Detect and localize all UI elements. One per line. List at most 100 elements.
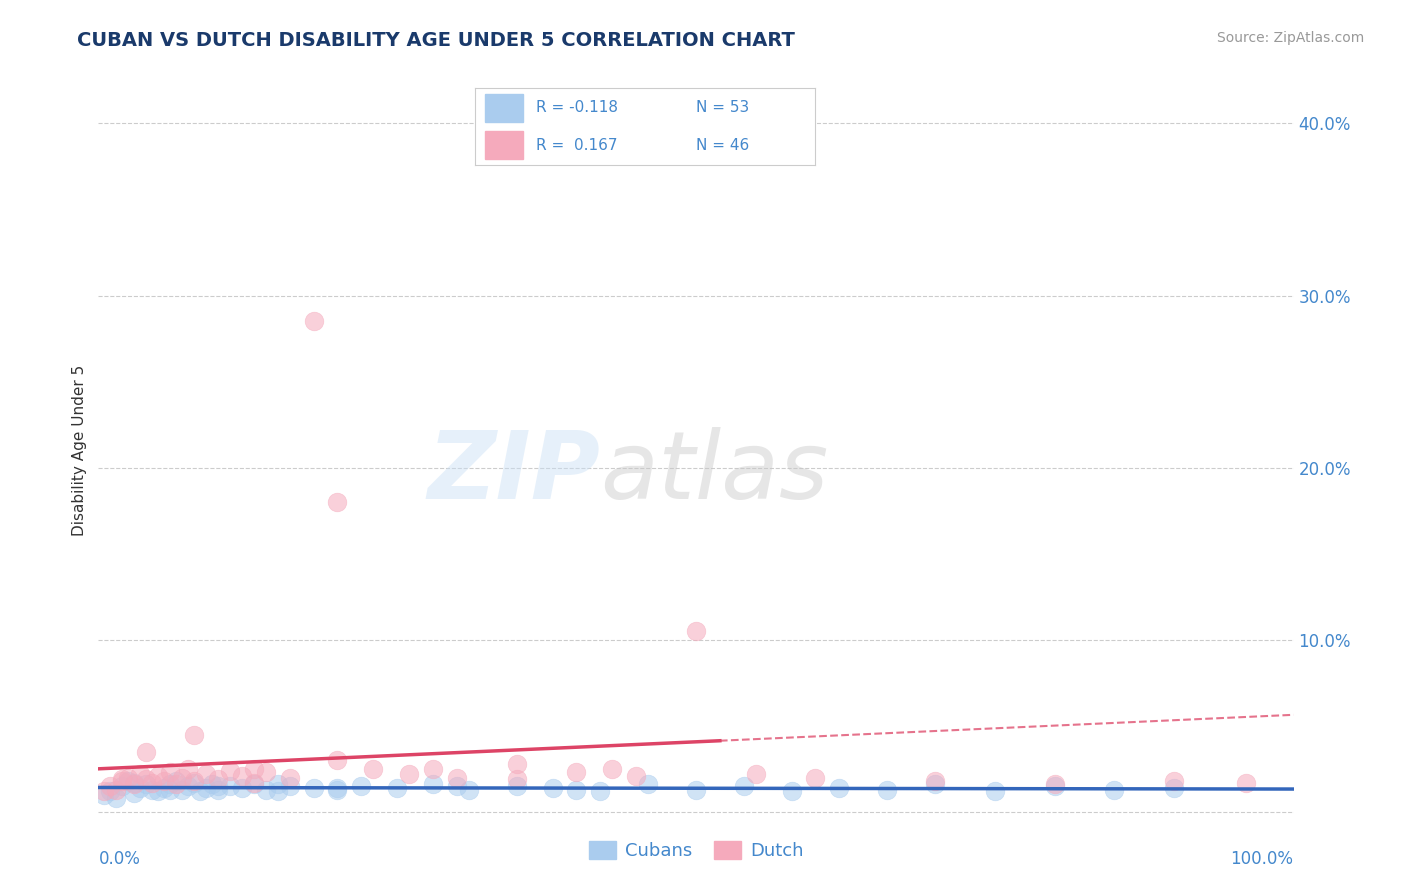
- Point: [135, 772, 157, 787]
- Point: [984, 784, 1007, 798]
- Point: [219, 779, 242, 793]
- Point: [159, 782, 181, 797]
- Point: [876, 782, 898, 797]
- Point: [129, 767, 152, 781]
- Point: [201, 777, 224, 791]
- Point: [165, 777, 187, 791]
- Point: [195, 780, 218, 795]
- Point: [254, 765, 277, 780]
- Point: [446, 771, 468, 785]
- Point: [1043, 777, 1066, 791]
- Point: [148, 784, 170, 798]
- Point: [267, 784, 290, 798]
- Point: [135, 777, 157, 791]
- Point: [105, 782, 128, 797]
- Point: [207, 779, 229, 793]
- Legend: Cubans, Dutch: Cubans, Dutch: [582, 833, 810, 867]
- Point: [302, 780, 325, 795]
- Point: [231, 780, 253, 795]
- Text: ZIP: ZIP: [427, 426, 600, 518]
- Point: [183, 776, 205, 790]
- Point: [129, 780, 152, 795]
- Point: [195, 767, 218, 781]
- Point: [745, 767, 768, 781]
- Point: [326, 782, 349, 797]
- Text: 100.0%: 100.0%: [1230, 850, 1294, 868]
- Point: [159, 765, 181, 780]
- Point: [326, 753, 349, 767]
- Point: [602, 762, 624, 776]
- Point: [219, 764, 242, 778]
- Point: [111, 774, 134, 789]
- Point: [124, 777, 146, 791]
- Point: [278, 779, 301, 793]
- Point: [506, 779, 529, 793]
- Point: [207, 772, 229, 787]
- Point: [148, 769, 170, 783]
- Point: [637, 777, 659, 791]
- Point: [254, 782, 277, 797]
- Point: [350, 779, 373, 793]
- Point: [685, 624, 707, 639]
- Point: [141, 782, 163, 797]
- Point: [446, 779, 468, 793]
- Point: [111, 779, 134, 793]
- Text: Source: ZipAtlas.com: Source: ZipAtlas.com: [1216, 31, 1364, 45]
- Text: 0.0%: 0.0%: [98, 850, 141, 868]
- Point: [541, 780, 564, 795]
- Text: CUBAN VS DUTCH DISABILITY AGE UNDER 5 CORRELATION CHART: CUBAN VS DUTCH DISABILITY AGE UNDER 5 CO…: [77, 31, 796, 50]
- Point: [111, 772, 134, 787]
- Point: [458, 782, 481, 797]
- Point: [183, 774, 205, 789]
- Point: [828, 780, 851, 795]
- Point: [93, 788, 115, 802]
- Point: [302, 314, 325, 328]
- Point: [1104, 782, 1126, 797]
- Point: [153, 780, 176, 795]
- Point: [105, 791, 128, 805]
- Point: [326, 495, 349, 509]
- Point: [1163, 780, 1185, 795]
- Point: [422, 762, 444, 776]
- Point: [924, 777, 946, 791]
- Point: [422, 777, 444, 791]
- Point: [626, 769, 648, 783]
- Point: [243, 777, 266, 791]
- Point: [589, 784, 612, 798]
- Point: [780, 784, 803, 798]
- Point: [98, 779, 122, 793]
- Text: atlas: atlas: [600, 427, 828, 518]
- Point: [685, 782, 707, 797]
- Point: [172, 771, 194, 785]
- Point: [733, 779, 755, 793]
- Point: [506, 772, 529, 787]
- Point: [385, 780, 409, 795]
- Point: [124, 786, 146, 800]
- Point: [117, 774, 139, 789]
- Point: [1163, 774, 1185, 789]
- Point: [506, 756, 529, 771]
- Point: [363, 762, 385, 776]
- Point: [326, 780, 349, 795]
- Point: [267, 777, 290, 791]
- Point: [141, 776, 163, 790]
- Point: [565, 765, 588, 780]
- Point: [117, 771, 139, 785]
- Point: [93, 784, 115, 798]
- Point: [98, 784, 122, 798]
- Point: [165, 774, 187, 789]
- Point: [183, 727, 205, 741]
- Point: [207, 782, 229, 797]
- Point: [188, 784, 211, 798]
- Point: [924, 774, 946, 789]
- Point: [1234, 776, 1257, 790]
- Point: [124, 776, 146, 790]
- Point: [398, 767, 420, 781]
- Point: [1043, 779, 1066, 793]
- Point: [243, 776, 266, 790]
- Point: [243, 762, 266, 776]
- Point: [278, 771, 301, 785]
- Point: [804, 771, 827, 785]
- Point: [135, 745, 157, 759]
- Point: [565, 782, 588, 797]
